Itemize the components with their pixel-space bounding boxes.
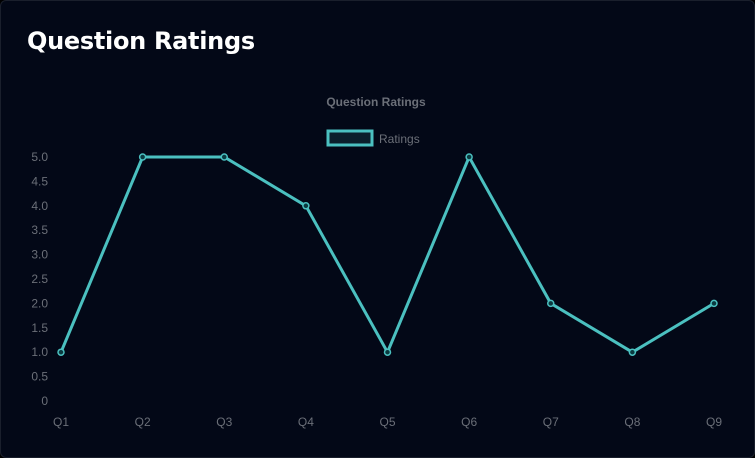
y-tick-label: 1.5 bbox=[31, 321, 48, 335]
x-tick-label: Q1 bbox=[53, 415, 69, 429]
y-tick-label: 2.0 bbox=[31, 296, 48, 310]
data-point[interactable] bbox=[383, 348, 392, 356]
x-tick-label: Q5 bbox=[379, 415, 395, 429]
x-axis: Q1 Q2 Q3 Q4 Q5 Q6 Q7 Q8 Q9 bbox=[53, 415, 722, 429]
y-tick-label: 4.5 bbox=[31, 174, 48, 188]
legend-label: Ratings bbox=[379, 132, 420, 146]
x-tick-label: Q7 bbox=[543, 415, 559, 429]
data-point[interactable] bbox=[302, 202, 310, 210]
data-point[interactable] bbox=[465, 153, 473, 161]
data-point[interactable] bbox=[547, 299, 555, 308]
x-tick-label: Q3 bbox=[216, 415, 232, 429]
data-point[interactable] bbox=[710, 299, 718, 308]
legend[interactable]: Ratings bbox=[326, 129, 420, 147]
data-point[interactable] bbox=[628, 348, 637, 356]
x-tick-label: Q6 bbox=[461, 415, 477, 429]
x-tick-label: Q8 bbox=[624, 415, 640, 429]
y-tick-label: 3.5 bbox=[31, 223, 48, 237]
y-tick-label: 2.5 bbox=[31, 272, 48, 286]
y-tick-label: 0.5 bbox=[31, 370, 48, 384]
legend-swatch bbox=[326, 129, 374, 147]
x-tick-label: Q2 bbox=[135, 415, 151, 429]
y-axis: 0 0.5 1.0 1.5 2.0 2.5 3.0 3.5 4.0 4.5 5.0 bbox=[31, 150, 48, 408]
data-point[interactable] bbox=[138, 153, 147, 161]
y-tick-label: 3.0 bbox=[31, 248, 48, 262]
y-tick-label: 5.0 bbox=[31, 150, 48, 164]
plot-area bbox=[57, 153, 718, 356]
series-line-ratings bbox=[59, 153, 715, 356]
chart-title: Question Ratings bbox=[326, 95, 426, 109]
y-tick-label: 0 bbox=[41, 394, 48, 408]
data-point[interactable] bbox=[57, 348, 65, 356]
x-tick-label: Q9 bbox=[706, 415, 722, 429]
y-tick-label: 4.0 bbox=[31, 199, 48, 213]
card-title: Question Ratings bbox=[27, 27, 255, 55]
x-tick-label: Q4 bbox=[298, 415, 314, 429]
y-tick-label: 1.0 bbox=[31, 345, 48, 359]
data-point[interactable] bbox=[220, 153, 228, 161]
